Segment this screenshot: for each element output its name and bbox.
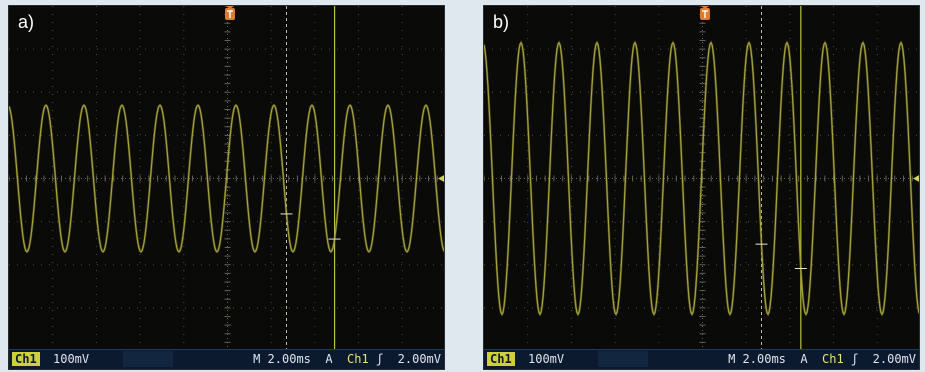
- trigger-channel-a: Ch1: [347, 352, 369, 366]
- trigger-position-icon: [700, 6, 710, 20]
- panel-label-a: a): [18, 12, 35, 32]
- ground-level-arrow-icon: [438, 175, 444, 182]
- slope-icon-a: ʃ: [375, 352, 384, 366]
- timebase-b: M 2.00ms: [728, 352, 786, 366]
- waveform-trace: [9, 104, 444, 253]
- waveform-screen-b: [484, 6, 919, 351]
- waveform-display-b: [484, 6, 919, 351]
- ground-level-arrow-icon: [913, 175, 919, 182]
- trigger-readout-b: M 2.00ms A Ch1 ʃ 2.00mV: [728, 350, 916, 368]
- timebase-a: M 2.00ms: [253, 352, 311, 366]
- status-field-box-a: [123, 351, 173, 367]
- trigger-level-a: 2.00mV: [397, 352, 441, 366]
- channel-badge-b: Ch1: [487, 352, 515, 366]
- oscilloscope-panel-b: b) Ch1 100mV M 2.00ms A Ch1 ʃ 2.00mV: [483, 5, 920, 370]
- channel-badge-a: Ch1: [12, 352, 40, 366]
- waveform-screen-a: [9, 6, 444, 351]
- trigger-marker-glyph: [227, 10, 233, 18]
- trigger-marker-glyph: [702, 10, 708, 18]
- trigger-position-icon: [225, 6, 235, 20]
- trigger-marker-tip: [226, 6, 234, 9]
- status-bar-a: Ch1 100mV M 2.00ms A Ch1 ʃ 2.00mV: [9, 349, 444, 369]
- trigger-mode-a: A: [325, 352, 333, 366]
- trigger-mode-b: A: [800, 352, 808, 366]
- volts-per-div-b: 100mV: [528, 352, 565, 366]
- trigger-level-b: 2.00mV: [872, 352, 916, 366]
- waveform-trace: [484, 41, 919, 316]
- trigger-marker-tip: [701, 6, 709, 9]
- status-field-box-b: [598, 351, 648, 367]
- volts-per-div-a: 100mV: [53, 352, 90, 366]
- waveform-display-a: [9, 6, 444, 351]
- trigger-readout-a: M 2.00ms A Ch1 ʃ 2.00mV: [253, 350, 441, 368]
- trigger-channel-b: Ch1: [822, 352, 844, 366]
- slope-icon-b: ʃ: [850, 352, 859, 366]
- panel-label-b: b): [493, 12, 510, 32]
- status-bar-b: Ch1 100mV M 2.00ms A Ch1 ʃ 2.00mV: [484, 349, 919, 369]
- oscilloscope-panel-a: a) Ch1 100mV M 2.00ms A Ch1 ʃ 2.00mV: [8, 5, 445, 370]
